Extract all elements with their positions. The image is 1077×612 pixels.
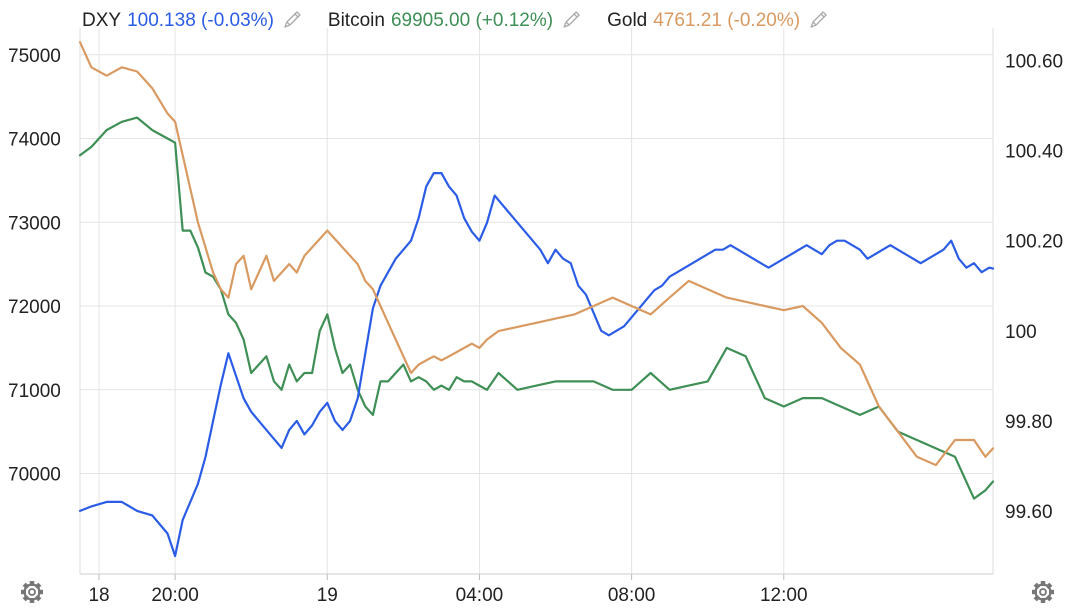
x-tick-label: 04:00 [456,585,504,606]
pencil-icon[interactable] [563,11,580,28]
pencil-icon[interactable] [284,11,301,28]
series-lines [78,41,995,558]
grid [80,28,993,574]
y-left-tick-label: 75000 [8,46,61,67]
y-right-tick-label: 100.40 [1005,142,1063,163]
gear-icon[interactable] [1032,581,1054,603]
legend-series-value: 4761.21 (-0.20%) [653,10,800,31]
legend-item-dxy[interactable]: DXY 100.138 (-0.03%) [82,10,301,31]
series-line-gold [78,41,995,467]
y-left-tick-label: 72000 [8,297,61,318]
x-tick-label: 12:00 [760,585,808,606]
legend-series-value: 69905.00 (+0.12%) [391,10,553,31]
x-tick-label: 20:00 [151,585,199,606]
legend-series-value: 100.138 (-0.03%) [127,10,274,31]
y-right-tick-label: 100.60 [1005,52,1063,73]
x-tick-label: 19 [317,585,338,606]
y-left-tick-label: 71000 [8,381,61,402]
gear-icon[interactable] [21,581,43,603]
series-line-bitcoin [78,116,995,500]
axes: 75000 74000 73000 72000 71000 70000 100.60 100.… [8,28,1063,606]
series-line-dxy [78,172,995,558]
y-left-tick-label: 74000 [8,130,61,151]
legend-series-name: Gold [607,10,647,31]
legend-series-name: DXY [82,10,121,31]
y-right-tick-label: 100 [1005,322,1037,343]
x-tick-label: 08:00 [608,585,656,606]
y-right-tick-label: 100.20 [1005,232,1063,253]
pencil-icon[interactable] [810,11,827,28]
x-tick-label: 18 [88,585,109,606]
legend-item-gold[interactable]: Gold 4761.21 (-0.20%) [607,10,827,31]
legend-series-name: Bitcoin [328,10,385,31]
y-right-tick-label: 99.60 [1005,502,1053,523]
legend-item-bitcoin[interactable]: Bitcoin 69905.00 (+0.12%) [328,10,580,31]
legend: DXY 100.138 (-0.03%) Bitcoin 69905.00 (+0.1… [82,10,827,31]
icons [21,581,1054,603]
y-right-tick-label: 99.80 [1005,412,1053,433]
y-left-tick-label: 70000 [8,465,61,486]
y-left-tick-label: 73000 [8,213,61,234]
